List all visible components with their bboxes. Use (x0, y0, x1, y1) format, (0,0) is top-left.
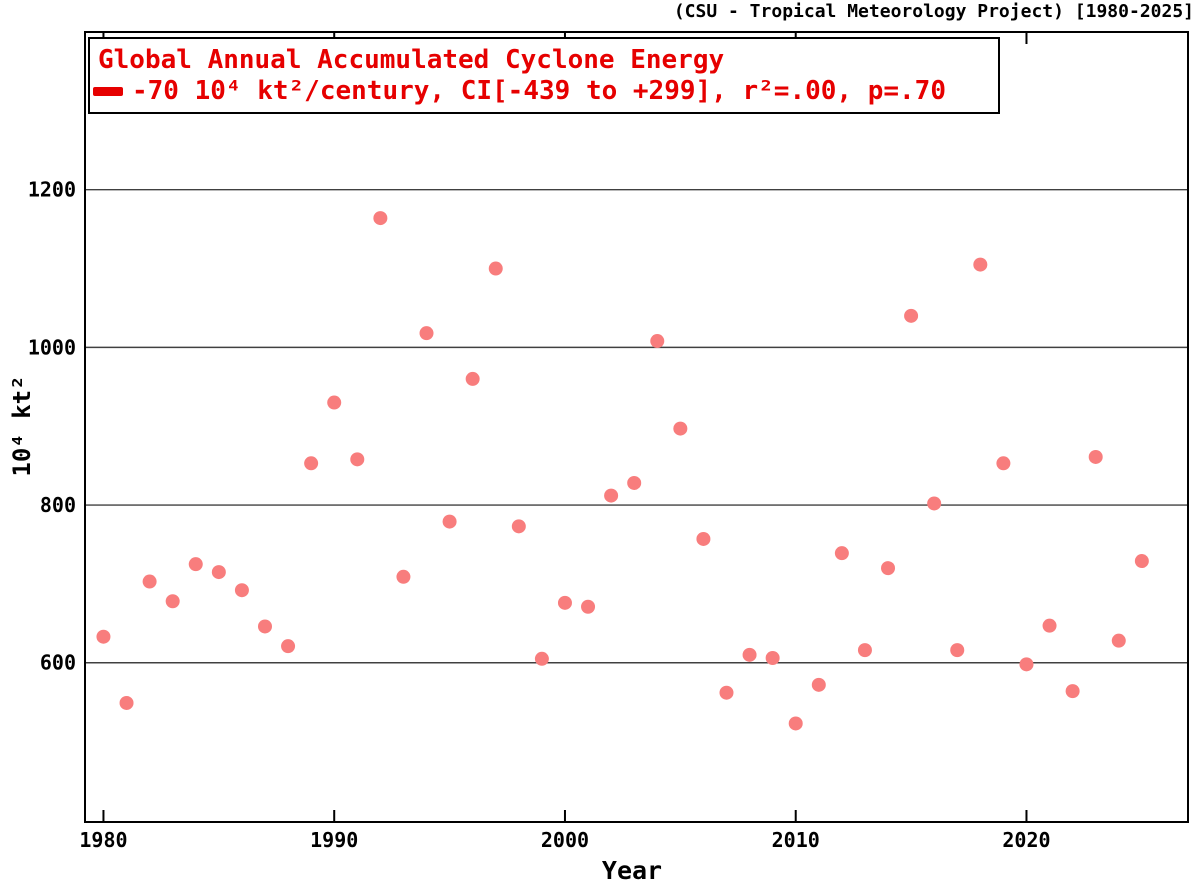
data-point (511, 519, 526, 534)
data-point (950, 643, 965, 658)
trend-line-swatch (93, 87, 123, 96)
data-point (811, 677, 826, 692)
data-point (627, 475, 642, 490)
data-point (1088, 449, 1103, 464)
data-point (557, 595, 572, 610)
data-point (973, 257, 988, 272)
data-point (419, 326, 434, 341)
data-point (1042, 618, 1057, 633)
data-point (327, 395, 342, 410)
trend-stats-label: -70 10⁴ kt²/century, CI[-439 to +299], r… (132, 76, 946, 106)
data-point (996, 456, 1011, 471)
x-tick-label: 2000 (541, 828, 589, 852)
data-point (188, 557, 203, 572)
data-point (696, 531, 711, 546)
data-point (465, 371, 480, 386)
data-point (96, 629, 111, 644)
legend-box: Global Annual Accumulated Cyclone Energy… (88, 37, 1000, 114)
data-point (257, 619, 272, 634)
data-point (834, 546, 849, 561)
x-axis-label: Year (601, 856, 663, 885)
data-point (604, 488, 619, 503)
data-point (1111, 633, 1126, 648)
data-point (373, 211, 388, 226)
data-point (927, 496, 942, 511)
legend-trend-row: -70 10⁴ kt²/century, CI[-439 to +299], r… (90, 76, 998, 107)
data-point (857, 643, 872, 658)
data-point (742, 647, 757, 662)
data-point (119, 695, 134, 710)
data-point (304, 456, 319, 471)
y-tick-label: 1000 (28, 335, 76, 359)
data-point (350, 452, 365, 467)
x-tick-label: 2020 (1002, 828, 1050, 852)
data-point (673, 421, 688, 436)
data-point (650, 334, 665, 349)
data-point (396, 569, 411, 584)
y-tick-label: 800 (40, 493, 76, 517)
data-point (719, 685, 734, 700)
data-point (1019, 657, 1034, 672)
y-tick-label: 1200 (28, 178, 76, 202)
data-point (211, 565, 226, 580)
data-point (442, 514, 457, 529)
data-point (488, 261, 503, 276)
data-point (1065, 684, 1080, 699)
data-point (1134, 554, 1149, 569)
data-point (904, 308, 919, 323)
data-point (788, 716, 803, 731)
attribution-text: (CSU - Tropical Meteorology Project) [19… (673, 1, 1194, 22)
x-tick-label: 2010 (772, 828, 820, 852)
data-point (281, 639, 296, 654)
data-point (165, 594, 180, 609)
y-tick-label: 600 (40, 651, 76, 675)
plot-border (84, 31, 1189, 823)
legend-title: Global Annual Accumulated Cyclone Energy (98, 45, 725, 75)
data-point (881, 561, 896, 576)
data-point (142, 574, 157, 589)
data-point (534, 651, 549, 666)
data-point (581, 599, 596, 614)
y-axis-label: 10⁴ kt² (8, 375, 36, 477)
x-tick-label: 1990 (310, 828, 358, 852)
data-point (234, 583, 249, 598)
data-point (765, 651, 780, 666)
x-tick-label: 1980 (79, 828, 127, 852)
